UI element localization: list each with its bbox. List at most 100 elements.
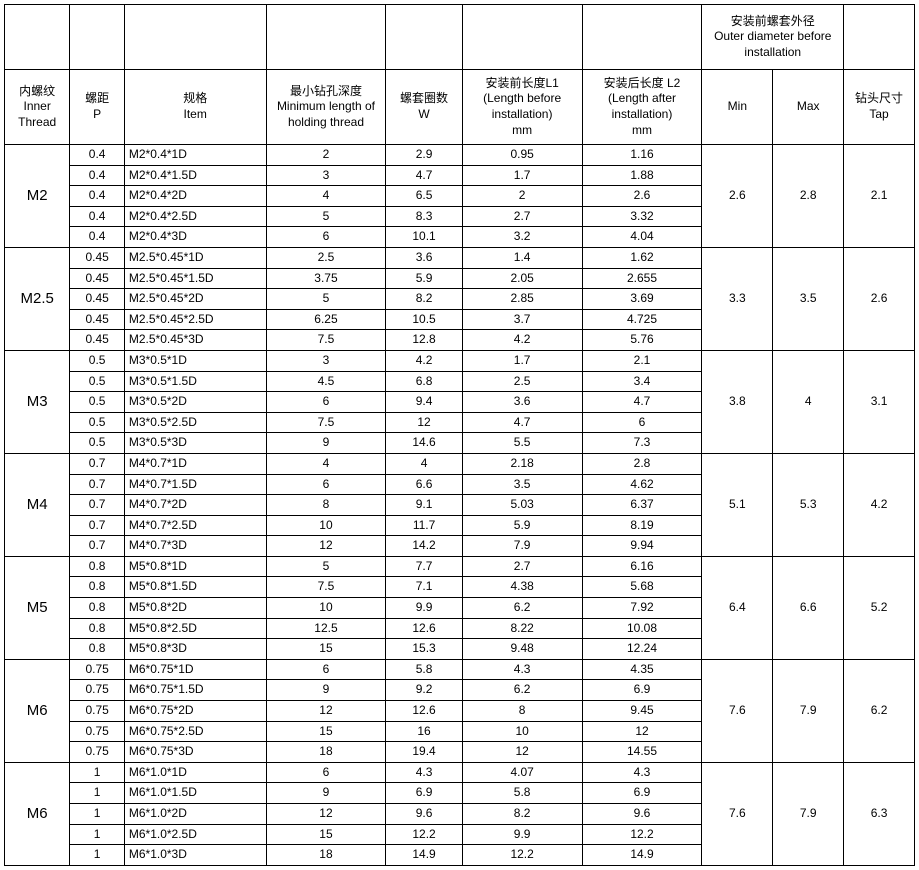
l1-cell: 7.9 [462,536,582,557]
l2-cell: 6.16 [582,556,702,577]
l1-cell: 3.5 [462,474,582,495]
hdr-item: 规格Item [124,70,266,145]
turns-cell: 8.3 [386,206,462,227]
turns-cell: 9.4 [386,392,462,413]
min-holding-cell: 6 [266,392,386,413]
l1-cell: 5.9 [462,515,582,536]
pitch-cell: 0.7 [70,453,124,474]
turns-cell: 7.7 [386,556,462,577]
min-holding-cell: 12 [266,701,386,722]
l1-cell: 12.2 [462,845,582,866]
l2-cell: 2.1 [582,350,702,371]
l1-cell: 2.85 [462,289,582,310]
l2-cell: 8.19 [582,515,702,536]
hdr-empty-4 [266,5,386,70]
l2-cell: 1.88 [582,165,702,186]
turns-cell: 4.3 [386,762,462,783]
hdr-empty-5 [386,5,462,70]
max-cell: 7.9 [773,762,844,865]
hdr-l2: 安装后长度 L2(Length after installation)mm [582,70,702,145]
min-holding-cell: 15 [266,824,386,845]
min-holding-cell: 15 [266,639,386,660]
tap-cell: 6.2 [844,659,915,762]
min-holding-cell: 7.5 [266,330,386,351]
item-cell: M3*0.5*1D [124,350,266,371]
l2-cell: 6.37 [582,495,702,516]
min-holding-cell: 12 [266,804,386,825]
hdr-empty-3 [124,5,266,70]
turns-cell: 5.8 [386,659,462,680]
turns-cell: 12.6 [386,618,462,639]
item-cell: M3*0.5*1.5D [124,371,266,392]
min-holding-cell: 9 [266,433,386,454]
max-cell: 7.9 [773,659,844,762]
min-cell: 7.6 [702,659,773,762]
min-holding-cell: 7.5 [266,412,386,433]
group-label: M5 [5,556,70,659]
l2-cell: 4.725 [582,309,702,330]
tap-cell: 5.2 [844,556,915,659]
turns-cell: 12.8 [386,330,462,351]
l2-cell: 2.6 [582,186,702,207]
item-cell: M6*1.0*2.5D [124,824,266,845]
pitch-cell: 0.45 [70,247,124,268]
turns-cell: 6.9 [386,783,462,804]
item-cell: M3*0.5*3D [124,433,266,454]
item-cell: M5*0.8*2.5D [124,618,266,639]
pitch-cell: 1 [70,762,124,783]
hdr-empty-7 [582,5,702,70]
l2-cell: 4.7 [582,392,702,413]
l2-cell: 14.9 [582,845,702,866]
l1-cell: 6.2 [462,598,582,619]
hdr-empty-8 [844,5,915,70]
hdr-empty-1 [5,5,70,70]
min-holding-cell: 7.5 [266,577,386,598]
pitch-cell: 0.5 [70,433,124,454]
pitch-cell: 1 [70,845,124,866]
l1-cell: 10 [462,721,582,742]
l1-cell: 3.2 [462,227,582,248]
item-cell: M2*0.4*2.5D [124,206,266,227]
turns-cell: 9.2 [386,680,462,701]
item-cell: M6*0.75*3D [124,742,266,763]
pitch-cell: 0.5 [70,350,124,371]
item-cell: M2.5*0.45*1D [124,247,266,268]
min-holding-cell: 3 [266,165,386,186]
pitch-cell: 0.45 [70,268,124,289]
min-holding-cell: 6 [266,762,386,783]
min-holding-cell: 15 [266,721,386,742]
l2-cell: 2.8 [582,453,702,474]
hdr-pitch: 螺距P [70,70,124,145]
min-cell: 2.6 [702,145,773,248]
l1-cell: 12 [462,742,582,763]
l2-cell: 1.62 [582,247,702,268]
pitch-cell: 0.75 [70,659,124,680]
min-holding-cell: 6 [266,474,386,495]
l2-cell: 12 [582,721,702,742]
group-label: M2.5 [5,247,70,350]
turns-cell: 6.5 [386,186,462,207]
turns-cell: 12.6 [386,701,462,722]
pitch-cell: 0.45 [70,330,124,351]
turns-cell: 9.6 [386,804,462,825]
hdr-inner-thread: 内螺纹InnerThread [5,70,70,145]
hdr-outer-diameter: 安装前螺套外径Outer diameter before installatio… [702,5,844,70]
pitch-cell: 0.75 [70,742,124,763]
table-row: M2.50.45M2.5*0.45*1D2.53.61.41.623.33.52… [5,247,915,268]
item-cell: M5*0.8*1D [124,556,266,577]
turns-cell: 12.2 [386,824,462,845]
item-cell: M5*0.8*1.5D [124,577,266,598]
table-row: M50.8M5*0.8*1D57.72.76.166.46.65.2 [5,556,915,577]
group-label: M6 [5,762,70,865]
min-holding-cell: 18 [266,845,386,866]
l1-cell: 2.18 [462,453,582,474]
min-holding-cell: 3 [266,350,386,371]
l2-cell: 7.3 [582,433,702,454]
l1-cell: 4.2 [462,330,582,351]
l1-cell: 4.38 [462,577,582,598]
pitch-cell: 0.8 [70,618,124,639]
hdr-empty-6 [462,5,582,70]
max-cell: 5.3 [773,453,844,556]
min-holding-cell: 2.5 [266,247,386,268]
pitch-cell: 0.75 [70,701,124,722]
